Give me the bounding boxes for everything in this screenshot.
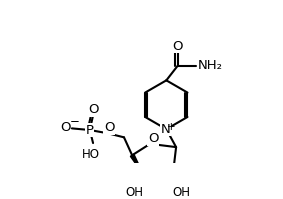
Text: O: O xyxy=(89,103,99,116)
Text: O: O xyxy=(60,121,70,134)
Text: O: O xyxy=(172,40,183,53)
Text: P: P xyxy=(86,124,94,137)
Text: O: O xyxy=(148,133,158,145)
Polygon shape xyxy=(130,154,143,175)
Polygon shape xyxy=(143,173,173,177)
Text: −: − xyxy=(69,115,79,128)
Text: O: O xyxy=(104,121,115,134)
Text: HO: HO xyxy=(82,148,100,161)
Text: NH₂: NH₂ xyxy=(197,59,222,72)
Text: OH: OH xyxy=(126,186,143,199)
Text: OH: OH xyxy=(173,186,191,199)
Text: +: + xyxy=(167,122,175,132)
Text: N: N xyxy=(161,123,170,136)
